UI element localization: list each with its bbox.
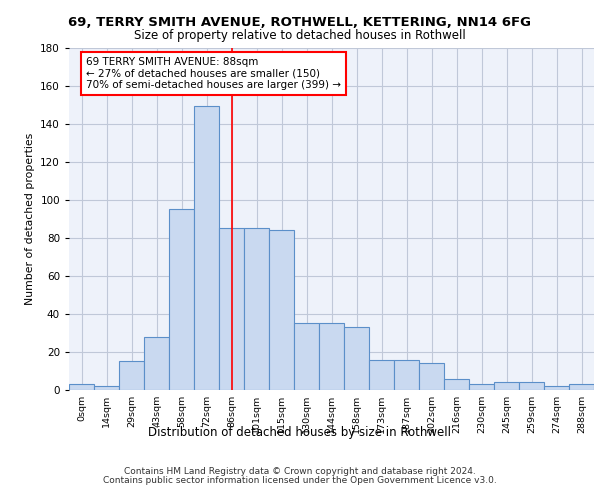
Bar [119,362,144,390]
Bar [294,324,319,390]
Bar [519,382,544,390]
Text: 69, TERRY SMITH AVENUE, ROTHWELL, KETTERING, NN14 6FG: 69, TERRY SMITH AVENUE, ROTHWELL, KETTER… [68,16,532,29]
Bar [394,360,419,390]
Bar [344,327,369,390]
Bar [144,336,169,390]
Bar [569,384,594,390]
Bar [544,386,569,390]
Bar [269,230,294,390]
Bar [444,378,469,390]
Bar [419,364,444,390]
Bar [94,386,119,390]
Text: Contains public sector information licensed under the Open Government Licence v3: Contains public sector information licen… [103,476,497,485]
Bar [369,360,394,390]
Y-axis label: Number of detached properties: Number of detached properties [25,132,35,305]
Bar [469,384,494,390]
Bar [494,382,519,390]
Bar [244,228,269,390]
Bar [194,106,219,390]
Text: Contains HM Land Registry data © Crown copyright and database right 2024.: Contains HM Land Registry data © Crown c… [124,467,476,476]
Text: Size of property relative to detached houses in Rothwell: Size of property relative to detached ho… [134,29,466,42]
Bar [219,228,244,390]
Bar [169,209,194,390]
Bar [69,384,94,390]
Text: Distribution of detached houses by size in Rothwell: Distribution of detached houses by size … [149,426,452,439]
Text: 69 TERRY SMITH AVENUE: 88sqm
← 27% of detached houses are smaller (150)
70% of s: 69 TERRY SMITH AVENUE: 88sqm ← 27% of de… [86,57,341,90]
Bar [319,324,344,390]
